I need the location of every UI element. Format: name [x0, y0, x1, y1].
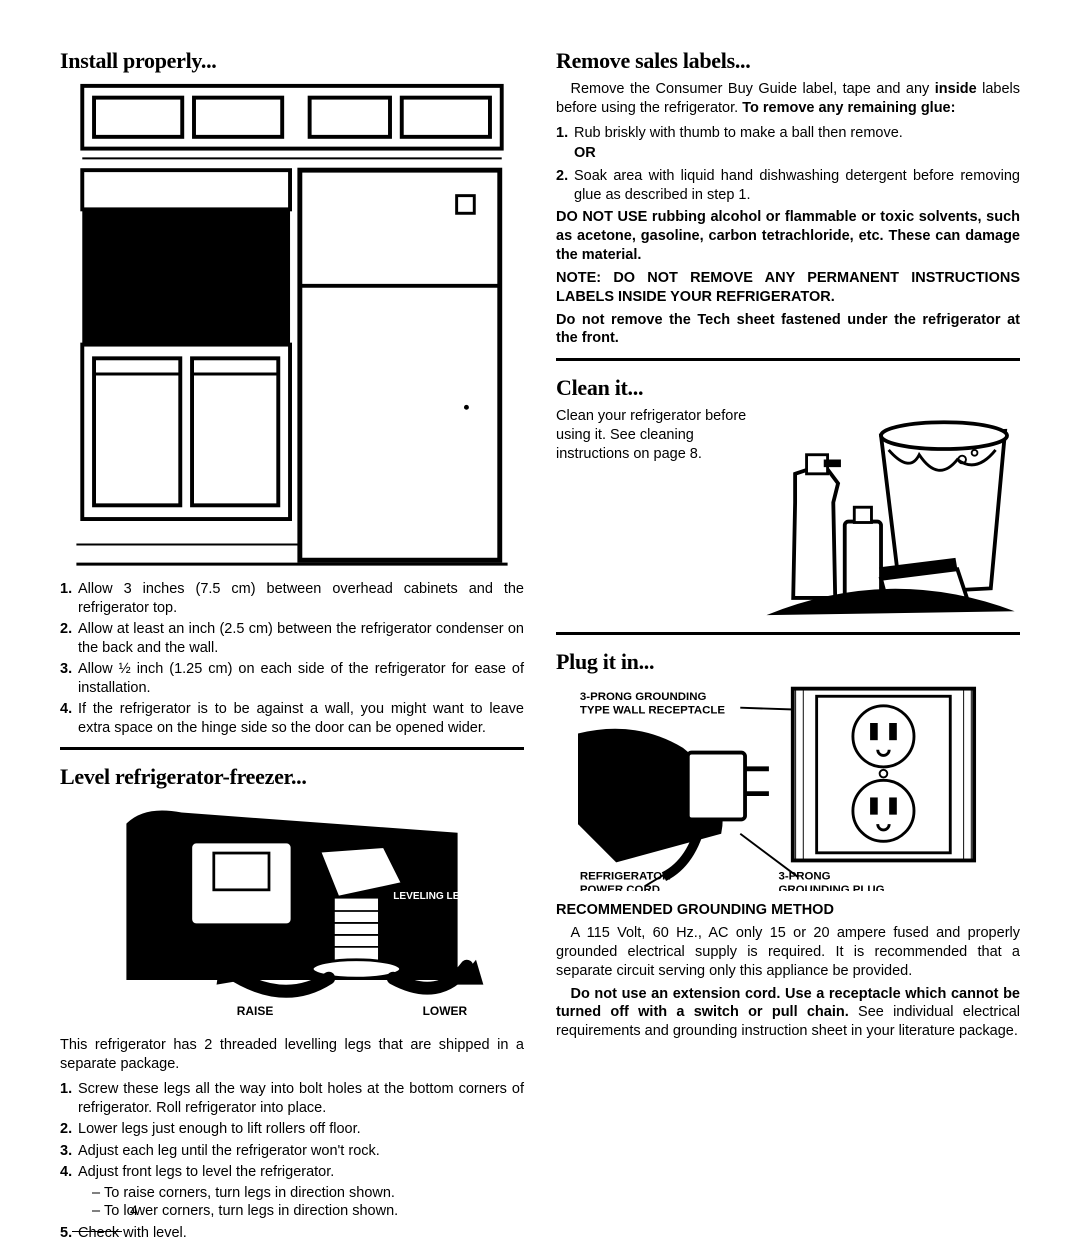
- right-column: Remove sales labels... Remove the Consum…: [556, 48, 1020, 1245]
- divider: [556, 358, 1020, 361]
- rec-heading: RECOMMENDED GROUNDING METHOD: [556, 901, 1020, 920]
- cord-label-2: POWER CORD: [580, 884, 660, 891]
- list-item: 1.Rub briskly with thumb to make a ball …: [556, 124, 1020, 143]
- plug-illustration: 3-PRONG GROUNDING TYPE WALL RECEPTACLE: [556, 681, 1020, 891]
- list-item: 5.Check with level.: [60, 1224, 524, 1243]
- remove-item-2: Soak area with liquid hand dishwashing d…: [574, 168, 1020, 203]
- receptacle-label-1: 3-PRONG GROUNDING: [580, 691, 707, 703]
- install-list: 1.Allow 3 inches (7.5 cm) between overhe…: [60, 580, 524, 737]
- receptacle-label-2: TYPE WALL RECEPTACLE: [580, 705, 725, 717]
- remove-list: 1.Rub briskly with thumb to make a ball …: [556, 124, 1020, 143]
- list-item: 3.Allow ½ inch (1.25 cm) on each side of…: [60, 660, 524, 697]
- remove-item-1: Rub briskly with thumb to make a ball th…: [574, 125, 903, 141]
- level-item-3: Adjust each leg until the refrigerator w…: [78, 1143, 380, 1159]
- rec-body: A 115 Volt, 60 Hz., AC only 15 or 20 amp…: [556, 924, 1020, 981]
- level-item-4: Adjust front legs to level the refrigera…: [78, 1164, 334, 1180]
- level-heading: Level refrigerator-freezer...: [60, 764, 524, 790]
- plug-heading: Plug it in...: [556, 649, 1020, 675]
- list-item: 2.Soak area with liquid hand dishwashing…: [556, 167, 1020, 204]
- raise-label: RAISE: [237, 1004, 274, 1018]
- remove-intro: Remove the Consumer Buy Guide label, tap…: [556, 80, 1020, 118]
- page-number: 4: [130, 1202, 138, 1218]
- level-sub-1: To raise corners, turn legs in direction…: [92, 1184, 524, 1203]
- install-item-1: Allow 3 inches (7.5 cm) between overhead…: [78, 581, 524, 616]
- list-item: 1.Screw these legs all the way into bolt…: [60, 1080, 524, 1117]
- clean-heading: Clean it...: [556, 375, 1020, 401]
- remove-warn-3: Do not remove the Tech sheet fastened un…: [556, 311, 1020, 349]
- clean-section: Clean your refrigerator before using it.…: [556, 407, 1020, 622]
- cord-label-1: REFRIGERATOR: [580, 871, 671, 883]
- clean-text: Clean your refrigerator before using it.…: [556, 407, 751, 464]
- plug-label-1: 3-PRONG: [778, 871, 830, 883]
- level-intro: This refrigerator has 2 threaded levelli…: [60, 1036, 524, 1074]
- remove-intro-pre: Remove the Consumer Buy Guide label, tap…: [571, 81, 935, 97]
- remove-warn-2: NOTE: DO NOT REMOVE ANY PERMANENT INSTRU…: [556, 269, 1020, 307]
- install-item-2: Allow at least an inch (2.5 cm) between …: [78, 621, 524, 656]
- remove-warn-1: DO NOT USE rubbing alcohol or flammable …: [556, 208, 1020, 265]
- remove-intro-inside: inside: [935, 81, 977, 97]
- footer-rule: [72, 1231, 122, 1232]
- list-item: 3.Adjust each leg until the refrigerator…: [60, 1142, 524, 1161]
- lower-label: LOWER: [423, 1004, 468, 1018]
- divider: [556, 632, 1020, 635]
- divider: [60, 747, 524, 750]
- install-item-3: Allow ½ inch (1.25 cm) on each side of t…: [78, 661, 524, 696]
- left-column: Install properly...: [60, 48, 524, 1245]
- leveling-leg-label: LEVELING LEG: [393, 891, 467, 902]
- rec-tail-para: Do not use an extension cord. Use a rece…: [556, 985, 1020, 1042]
- list-item: 2.Allow at least an inch (2.5 cm) betwee…: [60, 620, 524, 657]
- level-sublist: To raise corners, turn legs in direction…: [78, 1184, 524, 1221]
- install-heading: Install properly...: [60, 48, 524, 74]
- or-separator: OR: [574, 145, 1020, 161]
- install-item-4: If the refrigerator is to be against a w…: [78, 701, 524, 736]
- clean-illustration: [761, 407, 1020, 617]
- list-item: 1.Allow 3 inches (7.5 cm) between overhe…: [60, 580, 524, 617]
- install-illustration: [60, 80, 524, 570]
- plug-label-2: GROUNDING PLUG: [778, 884, 884, 891]
- level-sub-2: To lower corners, turn legs in direction…: [92, 1202, 524, 1221]
- remove-list-2: 2.Soak area with liquid hand dishwashing…: [556, 167, 1020, 204]
- list-item: 2.Lower legs just enough to lift rollers…: [60, 1120, 524, 1139]
- level-item-5: Check with level.: [78, 1225, 187, 1241]
- remove-intro-glue: To remove any remaining glue:: [742, 100, 955, 116]
- level-illustration: LEVELING LEG RAISE LOWER: [60, 796, 524, 1026]
- level-item-2: Lower legs just enough to lift rollers o…: [78, 1121, 361, 1137]
- page-content: Install properly...: [60, 48, 1020, 1245]
- list-item: 4.If the refrigerator is to be against a…: [60, 700, 524, 737]
- remove-heading: Remove sales labels...: [556, 48, 1020, 74]
- level-list: 1.Screw these legs all the way into bolt…: [60, 1080, 524, 1242]
- level-item-1: Screw these legs all the way into bolt h…: [78, 1081, 524, 1116]
